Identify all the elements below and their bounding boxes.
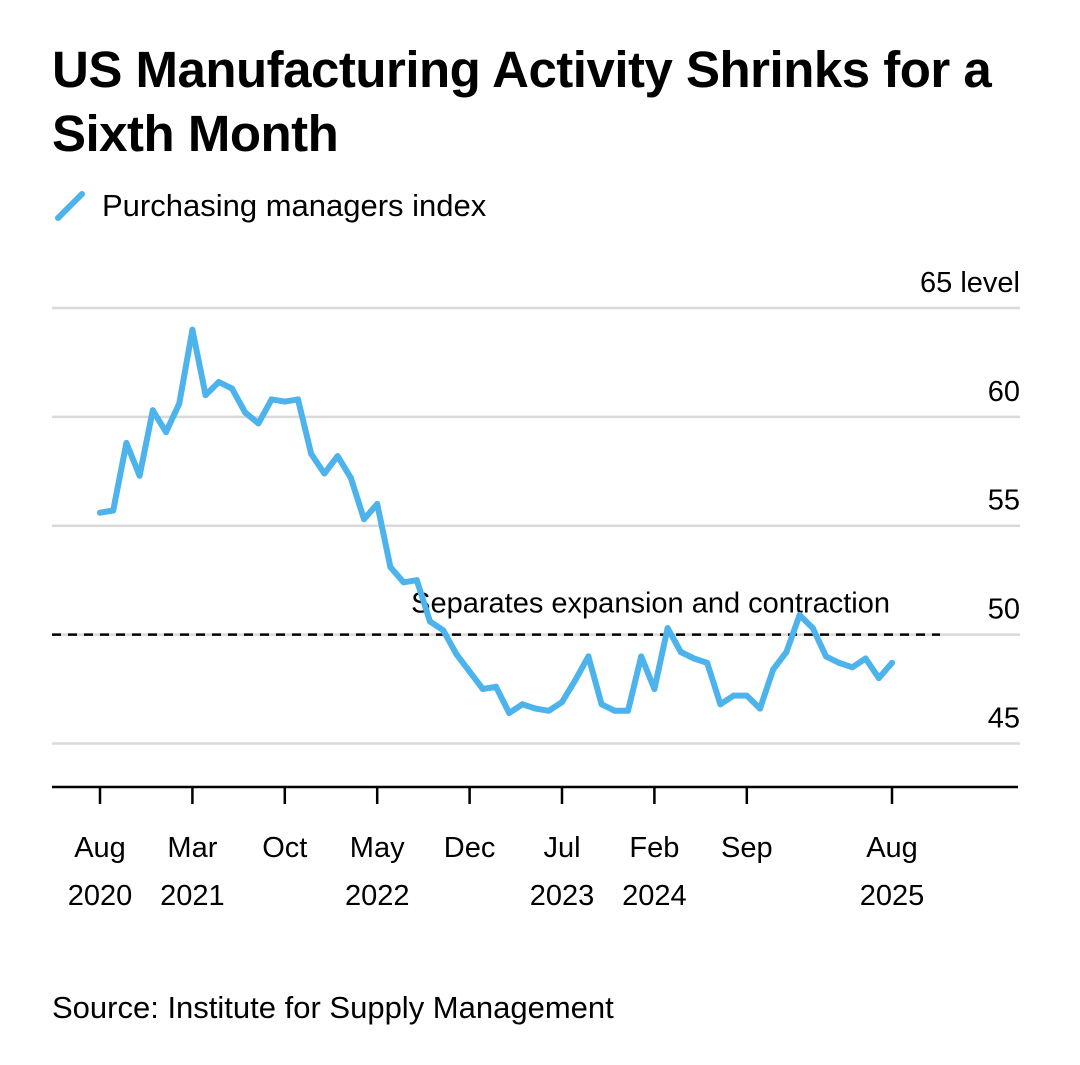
x-tick-label-2024-09: Sep	[721, 832, 773, 864]
data-point-2023-12	[625, 707, 631, 714]
data-point-2025-02	[809, 625, 816, 632]
data-point-2023-07	[559, 699, 565, 706]
legend: Purchasing managers index	[52, 186, 486, 226]
x-tick-label-2022-12: Dec	[444, 832, 496, 864]
legend-line-swatch-icon	[55, 191, 85, 221]
data-point-2022-06	[387, 564, 394, 571]
data-point-2024-06	[704, 659, 711, 666]
data-point-2021-01	[163, 429, 169, 436]
data-point-2025-01	[796, 612, 803, 618]
data-point-2024-04	[677, 649, 684, 655]
data-point-2024-09	[743, 692, 750, 699]
x-tick-label-2023-07: Jul	[543, 832, 580, 864]
data-point-2022-03	[347, 474, 354, 481]
data-point-2023-04	[519, 701, 526, 708]
data-point-2021-12	[308, 450, 315, 457]
data-point-2024-07	[717, 701, 724, 708]
x-tick-year-2022-05: 2022	[345, 880, 410, 912]
x-tick-year-2021-03: 2021	[160, 880, 225, 912]
data-point-2021-08	[255, 420, 262, 427]
data-point-2021-07	[242, 409, 249, 416]
data-point-2024-03	[664, 625, 671, 632]
data-point-2024-05	[691, 655, 697, 662]
source-note: Source: Institute for Supply Management	[52, 990, 614, 1025]
x-tick-label-2024-02: Feb	[629, 832, 679, 864]
x-tick-year-2024-02: 2024	[622, 880, 687, 912]
series-line-0	[97, 326, 895, 716]
data-point-2024-08	[730, 692, 737, 699]
x-tick-year-2023-07: 2023	[530, 880, 595, 912]
data-point-2025-05	[849, 664, 856, 671]
data-point-2021-05	[215, 379, 222, 385]
data-point-2021-03	[189, 326, 196, 333]
x-tick-year-2020-08: 2020	[68, 880, 133, 912]
x-tick-label-2021-03: Mar	[167, 832, 217, 864]
data-point-2021-09	[268, 396, 275, 403]
data-point-2021-04	[202, 392, 209, 399]
y-tick-label-50: 50	[988, 594, 1020, 626]
data-point-2025-07	[875, 675, 882, 682]
data-point-2022-08	[413, 577, 420, 584]
data-point-2020-11	[136, 472, 143, 479]
x-tick-label-2022-05: May	[350, 832, 405, 864]
data-point-2025-04	[836, 659, 843, 666]
x-tick-label-2020-08: Aug	[74, 832, 126, 864]
data-point-2023-03	[506, 710, 513, 716]
data-point-2022-05	[374, 501, 381, 507]
data-point-2021-11	[295, 396, 301, 403]
data-point-2023-11	[611, 707, 618, 714]
data-point-2022-01	[321, 470, 328, 477]
data-point-2022-07	[400, 579, 407, 586]
data-point-2023-10	[598, 701, 605, 708]
y-tick-label-55: 55	[988, 485, 1020, 517]
data-point-2021-06	[229, 385, 235, 392]
y-tick-label-45: 45	[988, 702, 1020, 734]
data-point-2024-12	[783, 649, 790, 655]
data-point-2024-10	[757, 705, 763, 712]
data-point-2023-06	[545, 707, 552, 714]
data-point-2024-11	[770, 666, 777, 673]
data-point-2022-04	[361, 516, 367, 523]
data-point-2024-02	[651, 686, 658, 692]
y-tick-label-60: 60	[988, 376, 1020, 408]
legend-label: Purchasing managers index	[102, 188, 487, 223]
data-point-2025-06	[862, 655, 869, 662]
data-point-2023-02	[493, 683, 499, 690]
data-point-2020-09	[110, 507, 117, 514]
data-point-2022-10	[440, 627, 447, 634]
threshold-label: Separates expansion and contraction	[411, 588, 890, 620]
x-tick-year-2025-08: 2025	[860, 880, 925, 912]
y-tick-label-65: 65 level	[920, 267, 1020, 299]
data-point-2023-05	[532, 705, 539, 712]
data-point-2021-10	[281, 398, 288, 405]
data-point-2020-12	[149, 407, 156, 414]
data-point-2022-12	[466, 668, 473, 675]
data-point-2025-08	[889, 659, 895, 666]
data-point-2025-03	[823, 653, 829, 660]
data-point-2021-02	[176, 400, 183, 407]
data-point-2022-11	[453, 651, 460, 658]
data-point-2023-08	[572, 677, 579, 684]
x-tick-label-2021-10: Oct	[262, 832, 307, 864]
data-point-2020-08	[97, 509, 103, 516]
chart-title: US Manufacturing Activity Shrinks for a …	[52, 41, 992, 162]
x-tick-label-2025-08: Aug	[866, 832, 918, 864]
data-point-2023-01	[479, 686, 486, 692]
data-point-2022-09	[427, 618, 433, 625]
data-point-2020-10	[123, 440, 130, 446]
data-point-2024-01	[638, 653, 645, 660]
data-point-2022-02	[334, 453, 341, 460]
data-point-2023-09	[585, 653, 592, 660]
